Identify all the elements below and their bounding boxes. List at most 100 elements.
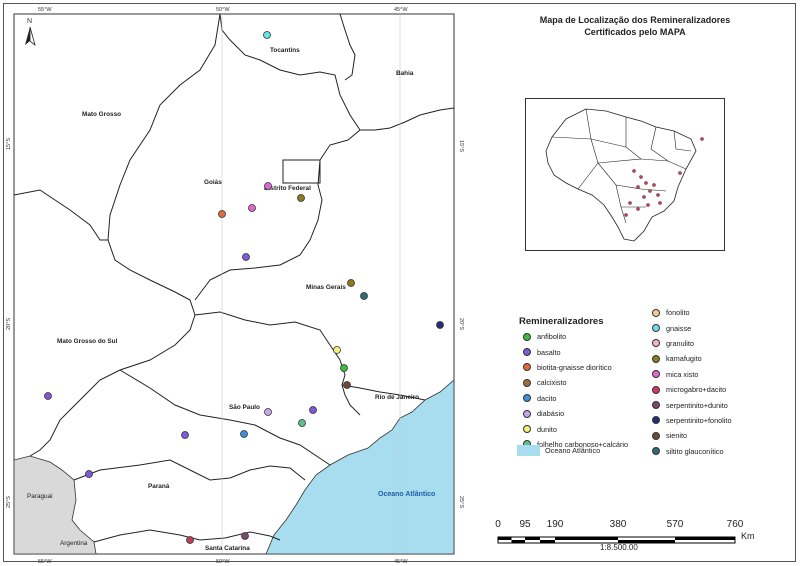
legend-label: anfibolito — [537, 332, 567, 342]
legend-label: diabásio — [537, 409, 565, 419]
scale-tick-label: 0 — [495, 519, 501, 530]
map-point — [181, 431, 189, 439]
legend-item: fonolito — [652, 305, 732, 320]
map-point — [242, 253, 250, 261]
region-label-goias: Goiás — [204, 179, 222, 186]
region-label-santa-catarina: Santa Catarina — [205, 545, 250, 552]
legend-swatch — [652, 370, 660, 379]
legend-swatch — [652, 308, 660, 317]
map-point — [218, 210, 226, 218]
inset-points — [624, 137, 704, 217]
map-point — [333, 346, 341, 354]
map-point — [248, 204, 256, 212]
legend-label: folhelho carbonoso+calcário — [537, 439, 629, 449]
map-point — [240, 430, 248, 438]
map-point — [309, 406, 317, 414]
ocean-area — [265, 379, 455, 555]
grid-label: 25°S — [6, 496, 12, 508]
legend-swatch — [523, 425, 531, 434]
legend-ocean-item: Oceano Atlântico — [517, 445, 600, 456]
legend-title: Remineralizadores — [519, 316, 604, 327]
grid-label: 50°W — [216, 559, 230, 565]
legend-label: gnaisse — [666, 323, 692, 333]
grid-label: 20°S — [6, 318, 12, 330]
map-point — [297, 194, 305, 202]
map-point — [263, 31, 271, 39]
legend-item: dacito — [523, 391, 628, 406]
grid-label: 20°S — [458, 318, 464, 330]
scale-unit: Km — [741, 531, 755, 541]
legend-label: calcixisto — [537, 378, 567, 388]
legend-label: sienito — [666, 431, 688, 441]
occurrence-points — [44, 31, 444, 544]
map-title-line2: Certificados pelo MAPA — [584, 27, 686, 37]
legend-item: microgabro+dacito — [652, 382, 732, 397]
map-point — [186, 536, 194, 544]
graticule — [221, 14, 401, 554]
legend-ocean-swatch — [517, 445, 540, 456]
legend-label: biotita-gnaisse diorítico — [537, 362, 612, 372]
map-point — [264, 408, 272, 416]
legend-swatch — [652, 385, 660, 394]
map-point — [347, 279, 355, 287]
grid-label: 50°W — [216, 7, 230, 13]
scale-tick-label: 760 — [726, 519, 744, 530]
region-label-sao-paulo: São Paulo — [229, 404, 260, 411]
grid-label: 45°W — [394, 7, 408, 13]
region-label-distrito-federal: Distrito Federal — [264, 185, 311, 192]
grid-label: 15°S — [6, 138, 12, 150]
scale-tick-label: 380 — [609, 519, 627, 530]
inset-map-brazil — [525, 98, 725, 251]
map-point — [241, 532, 249, 540]
scale-bar-graphic — [497, 536, 736, 544]
legend-swatch — [523, 348, 531, 357]
state-boundaries — [13, 13, 455, 543]
map-frame — [3, 3, 796, 562]
legend-label: serpentinito+dunito — [666, 400, 728, 410]
legend-item: kamafugito — [652, 351, 732, 366]
legend-label: basalto — [537, 347, 561, 357]
scale-tick-label: 95 — [519, 519, 531, 530]
scale-tick-label: 570 — [666, 519, 684, 530]
region-label-minas-gerais: Minas Gerais — [306, 284, 346, 291]
legend-swatch — [652, 447, 660, 456]
map-title: Mapa de Localização dos Remineralizadore… — [490, 14, 780, 38]
legend-label: granulito — [666, 338, 694, 348]
legend-item: calcixisto — [523, 375, 628, 390]
legend-label: mica xisto — [666, 369, 699, 379]
region-label-rio-de-janeiro: Rio de Janeiro — [375, 394, 419, 401]
legend-swatch — [652, 324, 660, 333]
map-point — [360, 292, 368, 300]
region-label-paraguai: Paraguai — [27, 493, 53, 500]
grid-label: 45°W — [394, 559, 408, 565]
legend-swatch — [523, 378, 531, 387]
region-label-argentina: Argentina — [60, 540, 88, 547]
legend-swatch — [523, 394, 531, 403]
foreign-area — [13, 455, 97, 555]
region-label-bahia: Bahia — [396, 70, 414, 77]
legend-item: sienito — [652, 428, 732, 443]
legend-label: serpentinito+fonolito — [666, 415, 732, 425]
map-point — [340, 364, 348, 372]
map-point — [85, 470, 93, 478]
grid-label: 55°W — [38, 7, 52, 13]
legend-item: diabásio — [523, 406, 628, 421]
map-point — [44, 392, 52, 400]
region-label-tocantins: Tocantins — [270, 47, 300, 54]
brazil-outline — [545, 108, 697, 242]
legend-item: basalto — [523, 344, 628, 359]
legend-item: dunito — [523, 421, 628, 436]
grid-label: 15°S — [458, 140, 464, 152]
legend-item: granulito — [652, 336, 732, 351]
scale-tick-label: 190 — [546, 519, 564, 530]
inset-map-svg — [545, 108, 704, 242]
map-point — [264, 182, 272, 190]
legend-swatch — [652, 339, 660, 348]
region-label-mato-grosso: Mato Grosso — [82, 111, 121, 118]
legend-label: dacito — [537, 393, 557, 403]
map-point — [298, 419, 306, 427]
legend-swatch — [652, 416, 660, 425]
legend-label: microgabro+dacito — [666, 385, 727, 395]
north-arrow-icon: N — [25, 18, 36, 47]
